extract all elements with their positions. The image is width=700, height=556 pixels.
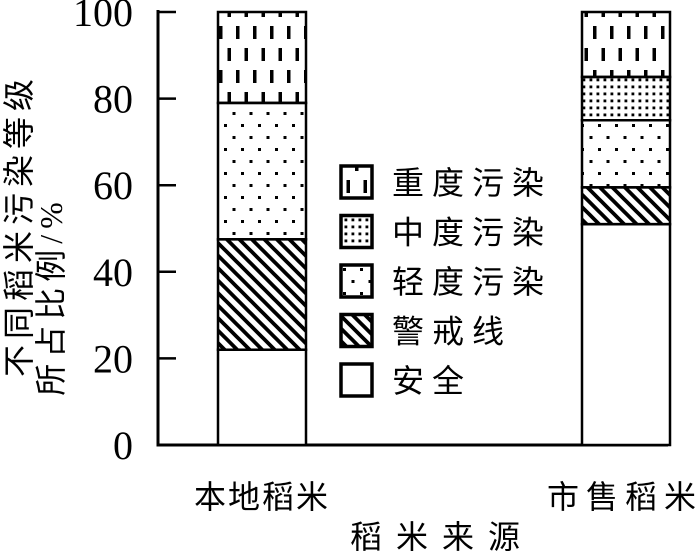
x-axis-title: 稻米来源	[350, 519, 534, 555]
y-tick-label: 0	[113, 423, 133, 468]
bar-segment	[216, 101, 308, 241]
category-label-local-rice: 本地稻米	[194, 479, 330, 515]
bar-segment	[580, 10, 672, 79]
bar-segment	[580, 222, 672, 447]
y-axis-label-line2: 所占比例/%	[33, 196, 69, 396]
y-axis-label-line1: 不同稻米污染等级	[1, 73, 37, 377]
bar-segment	[580, 75, 672, 122]
bar-segment	[216, 348, 308, 447]
legend-swatch	[339, 362, 374, 398]
bar-segment	[216, 10, 308, 105]
y-tick-label: 20	[93, 336, 133, 381]
legend-swatch	[339, 164, 374, 200]
legend-label: 中度污染	[392, 215, 552, 251]
legend-swatch	[339, 263, 374, 299]
y-tick-label: 40	[93, 250, 133, 295]
legend-swatch	[339, 312, 374, 349]
bars-group	[216, 10, 672, 447]
legend-label: 警戒线	[392, 314, 512, 350]
legend-label: 重度污染	[392, 165, 552, 201]
y-tick-label: 100	[73, 0, 133, 35]
y-axis-ticks: 0 20 40 60 80 100	[73, 0, 176, 468]
legend-label: 安全	[392, 363, 472, 399]
y-tick-label: 60	[93, 163, 133, 208]
bar-segment	[580, 186, 672, 226]
bar-segment	[580, 119, 672, 189]
y-tick-label: 80	[93, 77, 133, 122]
legend-label: 轻度污染	[392, 264, 552, 300]
legend-swatch	[339, 213, 374, 250]
category-label-market-rice: 市售稻米	[547, 479, 700, 515]
bar-segment	[216, 238, 308, 351]
